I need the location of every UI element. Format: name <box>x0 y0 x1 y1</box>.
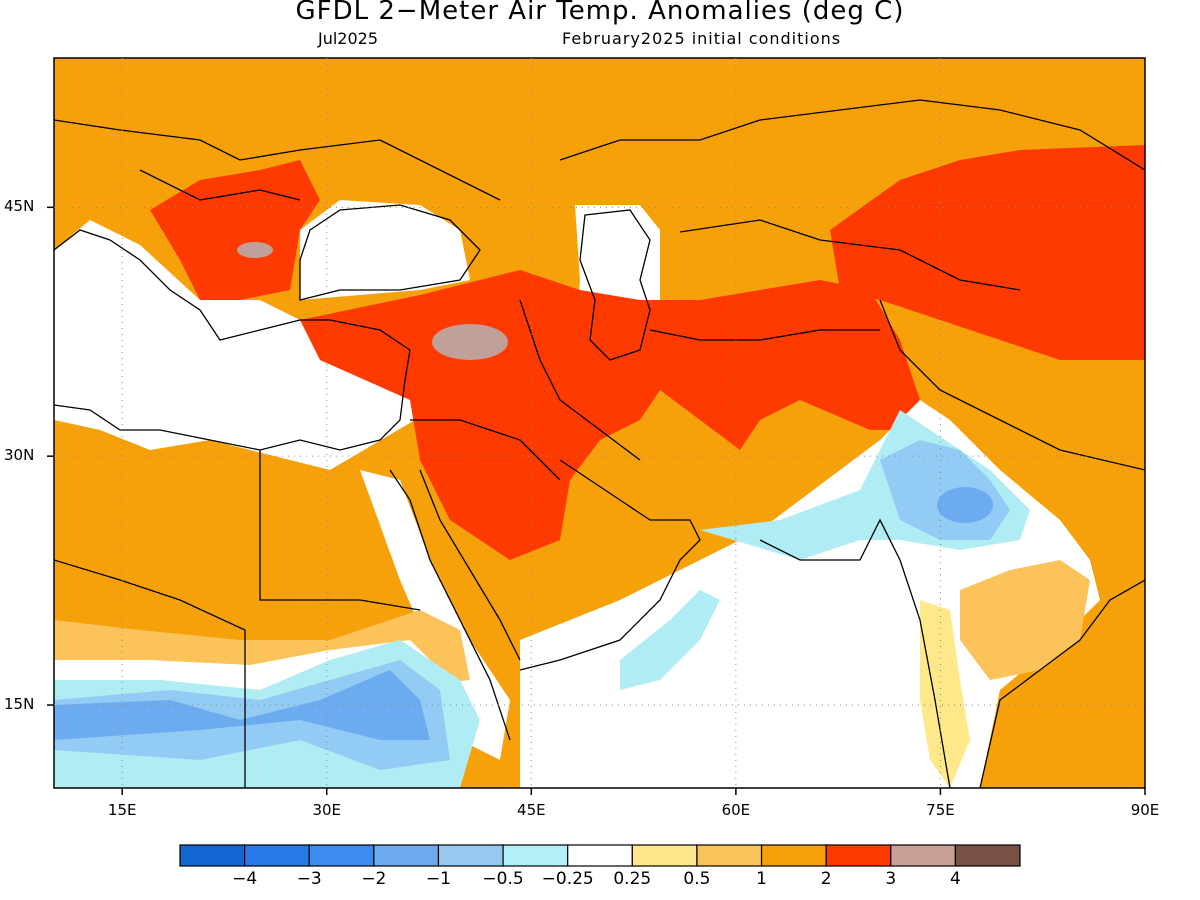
europe-border-b <box>139 169 301 201</box>
chart-title: GFDL 2−Meter Air Temp. Anomalies (deg C) <box>295 0 905 26</box>
valid-month: Jul2025 <box>318 29 379 48</box>
tick-marks <box>47 206 1146 795</box>
colorbar-swatch <box>696 844 763 867</box>
med-north-coast <box>54 229 411 351</box>
colorbar-swatch <box>373 844 440 867</box>
colorbar-swatch <box>502 844 569 867</box>
colorbar-label: −0.25 <box>541 869 594 889</box>
coastlines <box>54 99 1145 788</box>
map-frame <box>53 57 1146 789</box>
africa-border-a <box>54 559 246 788</box>
colorbar-swatch <box>244 844 310 867</box>
lon-label: 30E <box>312 801 342 819</box>
colorbar-label: 3 <box>885 869 897 889</box>
lon-label: 60E <box>721 801 751 819</box>
turkey-extreme-spot <box>432 324 508 360</box>
russia-kazakh-border <box>559 99 1145 171</box>
lat-label: 45N <box>4 197 35 216</box>
colorbar-label: 0.5 <box>683 869 711 889</box>
levant-egypt-coast <box>54 349 411 451</box>
africa-border-b <box>259 450 421 611</box>
colorbar-swatch <box>954 844 1021 867</box>
lon-label: 75E <box>926 801 955 819</box>
colorbar-label: 0.25 <box>613 869 652 889</box>
central-asia-border-b <box>649 329 880 341</box>
colorbar-label: −0.5 <box>482 869 524 889</box>
mideast-border-b <box>519 299 641 461</box>
colorbar-label: −3 <box>296 869 322 889</box>
lon-label: 90E <box>1130 801 1160 819</box>
mideast-border-a <box>410 419 561 481</box>
oman-coast-cool-region <box>620 590 720 690</box>
sahel-cold-band <box>54 670 430 740</box>
india-east-coast <box>979 579 1145 788</box>
india-west-coast <box>759 518 951 788</box>
init-conditions: February2025 initial conditions <box>562 29 842 48</box>
red-sea-neutral-region <box>360 470 510 760</box>
lat-label: 30N <box>4 446 35 465</box>
colorbar-swatch <box>890 844 956 867</box>
black-sea-coast <box>299 204 481 301</box>
europe-border-a <box>54 119 501 201</box>
colorbar-swatch <box>631 844 698 867</box>
colorbar-label: −1 <box>425 869 451 889</box>
caspian-coast <box>579 209 651 361</box>
arabia-gulf-coast <box>519 459 701 671</box>
colorbar-label: 4 <box>949 869 961 889</box>
central-asia-border-a <box>679 219 1021 291</box>
colorbar-label: −2 <box>361 869 387 889</box>
colorbar-swatch <box>760 844 827 867</box>
colorbar-swatch <box>179 844 246 867</box>
balkans-extreme-spot <box>237 242 273 258</box>
colorbar <box>179 844 1021 867</box>
colorbar-label: 2 <box>820 869 832 889</box>
india-faint-warm-region <box>920 600 970 788</box>
india-cold-spot <box>937 487 993 523</box>
red-sea-coast <box>389 469 521 741</box>
colorbar-label: 1 <box>756 869 767 889</box>
mediterranean-neutral-region <box>54 220 415 470</box>
himalaya-border <box>879 299 1145 471</box>
black-sea-neutral-region <box>300 200 470 300</box>
colorbar-label: −4 <box>232 869 258 889</box>
lat-label: 15N <box>4 695 35 714</box>
colorbar-swatch <box>437 844 504 867</box>
anomaly-field <box>54 58 1145 788</box>
colorbar-swatch <box>308 844 375 867</box>
colorbar-swatch <box>825 844 892 867</box>
northeast-hot-region <box>830 145 1145 360</box>
colorbar-swatch <box>567 844 633 867</box>
lon-label: 45E <box>517 801 546 819</box>
india-light-warm-region <box>960 560 1090 680</box>
lon-label: 15E <box>107 801 137 819</box>
